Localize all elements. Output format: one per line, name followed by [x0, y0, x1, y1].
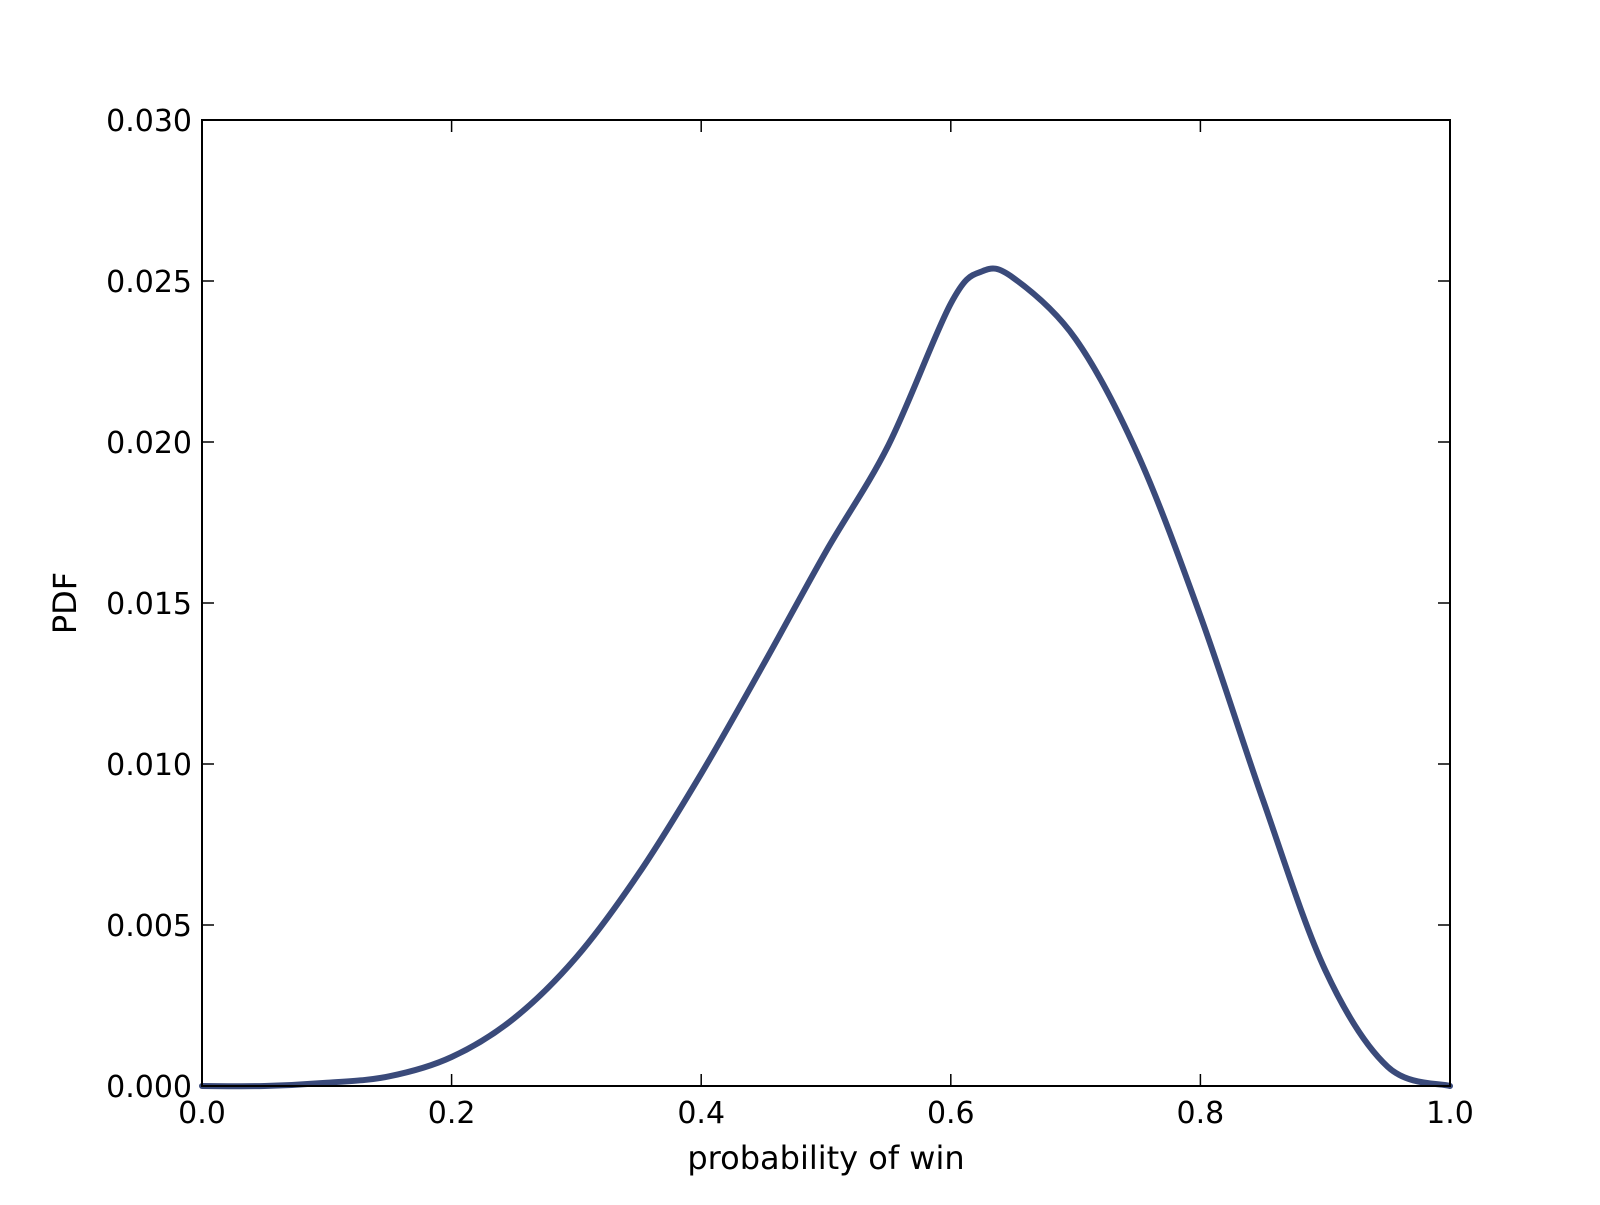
y-tick-label: 0.030 [106, 104, 192, 139]
y-tick-label: 0.010 [106, 748, 192, 783]
x-tick-label: 1.0 [1426, 1096, 1474, 1131]
y-tick-label: 0.000 [106, 1070, 192, 1105]
x-tick-label: 0.8 [1177, 1096, 1225, 1131]
x-tick-label: 0.6 [927, 1096, 975, 1131]
y-tick-label: 0.020 [106, 426, 192, 461]
y-tick-label: 0.015 [106, 587, 192, 622]
y-axis-label: PDF [46, 572, 84, 634]
y-tick-label: 0.005 [106, 909, 192, 944]
pdf-series-line [199, 265, 1453, 1090]
x-tick-label: 0.2 [428, 1096, 476, 1131]
series-layer [199, 265, 1453, 1090]
x-tick-label: 0.4 [677, 1096, 725, 1131]
tick-layer: 0.0 0.2 0.4 0.6 0.8 1.0 0.000 0.005 0.010 0.015 0.… [106, 104, 1474, 1131]
x-tick-label: 0.0 [178, 1096, 226, 1131]
x-axis-label: probability of win [687, 1139, 964, 1177]
y-tick-label: 0.025 [106, 265, 192, 300]
plot-frame [201, 119, 1451, 1087]
